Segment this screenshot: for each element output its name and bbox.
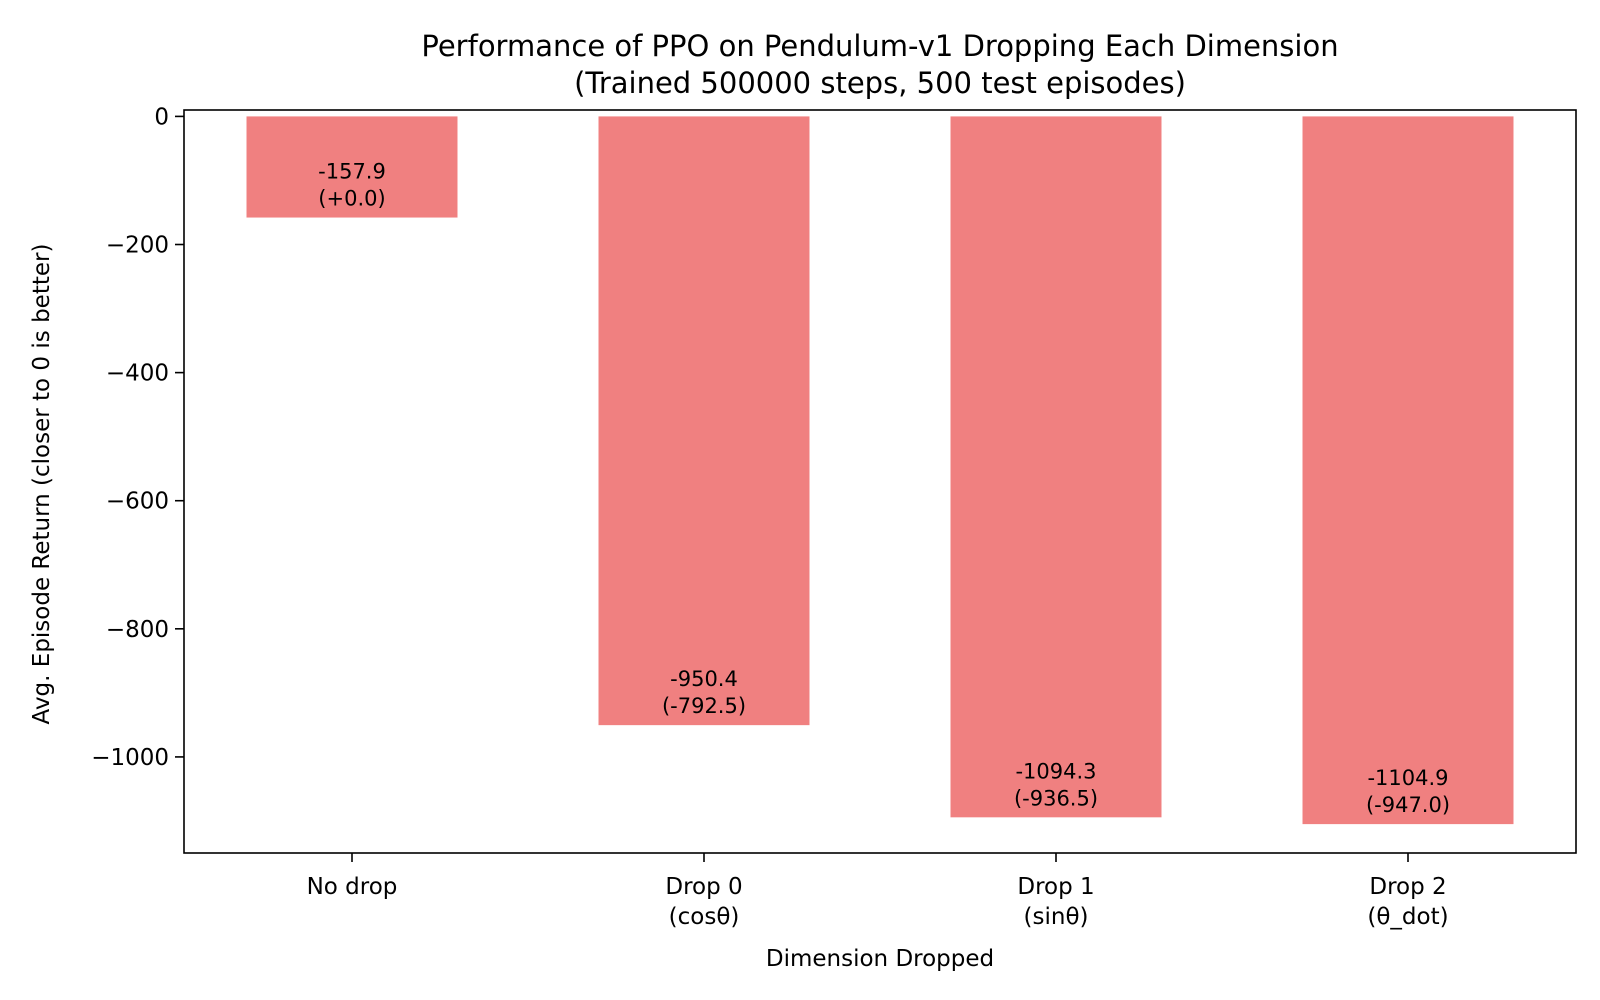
bar-labels-layer: -157.9 (+0.0) -950.4 (-792.5) -1094.3 (-936.5…: [318, 160, 1450, 818]
bar-value-label: (+0.0): [318, 187, 385, 211]
y-tick-label: −1000: [91, 745, 169, 771]
bars-layer: [246, 116, 1514, 825]
x-tick-label: Drop 1: [1017, 874, 1094, 900]
bar-value-label: (-947.0): [1366, 793, 1450, 817]
bar-0: [246, 116, 458, 218]
y-tick-label: −400: [106, 361, 169, 387]
x-axis-label: Dimension Dropped: [766, 946, 994, 972]
bar-value-label: -1094.3: [1015, 759, 1096, 783]
plot-frame: [183, 109, 1577, 854]
bar-value-label: -1104.9: [1367, 766, 1448, 790]
bar-value-label: -950.4: [670, 667, 738, 691]
bar-value-label: -157.9: [318, 160, 386, 184]
bar-2: [950, 116, 1162, 818]
bar-3: [1302, 116, 1514, 825]
bar-1: [598, 116, 810, 726]
chart-subtitle: (Trained 500000 steps, 500 test episodes…: [574, 66, 1186, 100]
x-tick-label: (sinθ): [1024, 904, 1089, 930]
x-tick-label: (cosθ): [669, 904, 740, 930]
y-tick-label: −800: [106, 617, 169, 643]
chart-title: Performance of PPO on Pendulum-v1 Droppi…: [421, 29, 1338, 63]
x-tick-label: Drop 0: [665, 874, 742, 900]
bar-value-label: (-792.5): [662, 694, 746, 718]
y-axis-label: Avg. Episode Return (closer to 0 is bett…: [29, 244, 55, 725]
bar-value-label: (-936.5): [1014, 786, 1098, 810]
y-tick-label: −200: [106, 233, 169, 259]
x-tick-label: Drop 2: [1369, 874, 1446, 900]
y-tick-label: −600: [106, 489, 169, 515]
x-tick-label: No drop: [307, 874, 398, 900]
axes-layer: 0 −200 −400 −600 −800 −1000 No drop Drop 0 (cosθ…: [91, 104, 1577, 930]
y-tick-label: 0: [154, 104, 169, 130]
x-tick-label: (θ_dot): [1367, 904, 1448, 930]
